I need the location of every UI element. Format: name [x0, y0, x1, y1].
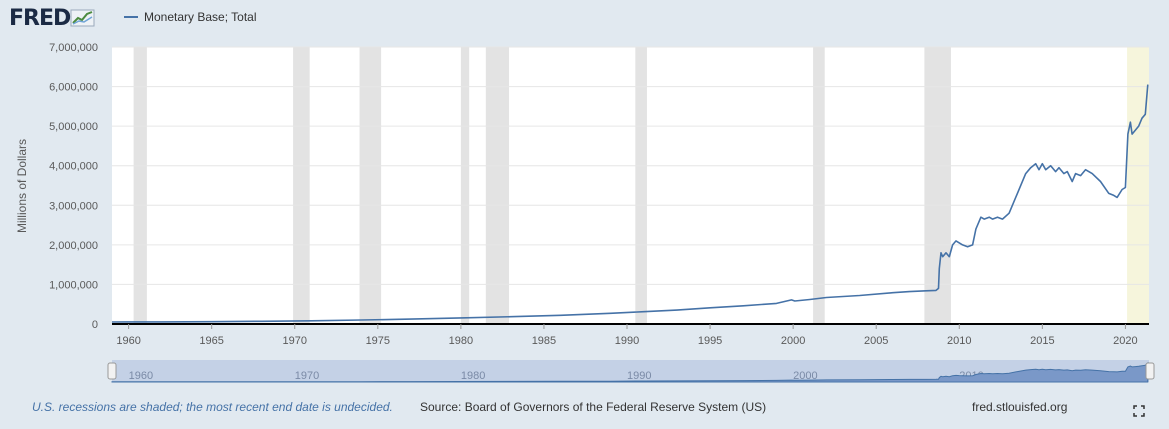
series-line-0: [111, 84, 1149, 323]
x-tick-label: 2020: [1113, 335, 1137, 347]
x-tick-label: 1980: [449, 335, 473, 347]
recession-band-7: [924, 47, 951, 324]
x-tick-label: 1965: [199, 335, 223, 347]
y-tick-label: 6,000,000: [49, 82, 98, 94]
navigator-label: 1990: [627, 370, 651, 382]
y-tick-label: 7,000,000: [49, 42, 98, 54]
recession-bands: [133, 47, 1149, 324]
plot-area: [112, 47, 1149, 324]
navigator-label: 1970: [295, 370, 319, 382]
y-tick-label: 4,000,000: [49, 161, 98, 173]
series: [111, 84, 1149, 323]
fred-logo[interactable]: FRED: [9, 5, 96, 31]
range-navigator[interactable]: 196019701980199020002010: [107, 360, 1155, 383]
navigator-right-handle[interactable]: [1145, 362, 1155, 380]
x-tick-label: 1985: [532, 335, 556, 347]
x-tick-label: 1995: [698, 335, 722, 347]
navigator-series: [111, 361, 1149, 383]
y-tick-label: 0: [92, 319, 98, 331]
navigator-left-handle[interactable]: [107, 362, 117, 380]
x-tick-label: 2005: [864, 335, 888, 347]
x-tick-label: 1970: [283, 335, 307, 347]
recession-band-6: [813, 47, 825, 324]
x-tick-label: 1960: [116, 335, 140, 347]
y-axis: 0 1,000,000 2,000,000 3,000,000 4,000,000 5,0…: [49, 42, 98, 331]
y-tick-label: 5,000,000: [49, 121, 98, 133]
y-tick-label: 2,000,000: [49, 240, 98, 252]
y-tick-label: 3,000,000: [49, 200, 98, 212]
source-text: Source: Board of Governors of the Federa…: [420, 400, 767, 414]
recession-note: U.S. recessions are shaded; the most rec…: [32, 400, 393, 414]
recession-band-2: [359, 47, 382, 324]
legend[interactable]: Monetary Base; Total: [124, 10, 257, 24]
fullscreen-icon[interactable]: [1133, 405, 1145, 417]
navigator-label: 2000: [793, 370, 817, 382]
trend-graph-icon: [70, 9, 95, 27]
recession-band-undecided: [1127, 47, 1149, 324]
navigator-label: 1980: [461, 370, 485, 382]
recession-band-1: [293, 47, 310, 324]
x-tick-label: 2000: [781, 335, 805, 347]
legend-label: Monetary Base; Total: [144, 10, 257, 24]
navigator-mask[interactable]: [112, 360, 1149, 382]
y-tick-label: 1,000,000: [49, 279, 98, 291]
legend-swatch: [124, 16, 138, 18]
recession-band-5: [635, 47, 647, 324]
x-axis: 1960 1965 1970 1975 1980 1985 1990 1995 2000 2005…: [112, 323, 1149, 347]
recession-band-4: [485, 47, 510, 324]
logo-text: FRED: [9, 5, 71, 31]
x-tick-label: 1975: [366, 335, 390, 347]
x-tick-label: 2015: [1030, 335, 1054, 347]
recession-band-3: [460, 47, 470, 324]
recession-band-0: [133, 47, 147, 324]
y-axis-label: Millions of Dollars: [15, 139, 29, 233]
x-tick-label: 1990: [615, 335, 639, 347]
site-url[interactable]: fred.stlouisfed.org: [972, 400, 1068, 414]
x-tick-label: 2010: [947, 335, 971, 347]
navigator-label: 1960: [129, 370, 153, 382]
grid-lines: [112, 46, 1149, 285]
